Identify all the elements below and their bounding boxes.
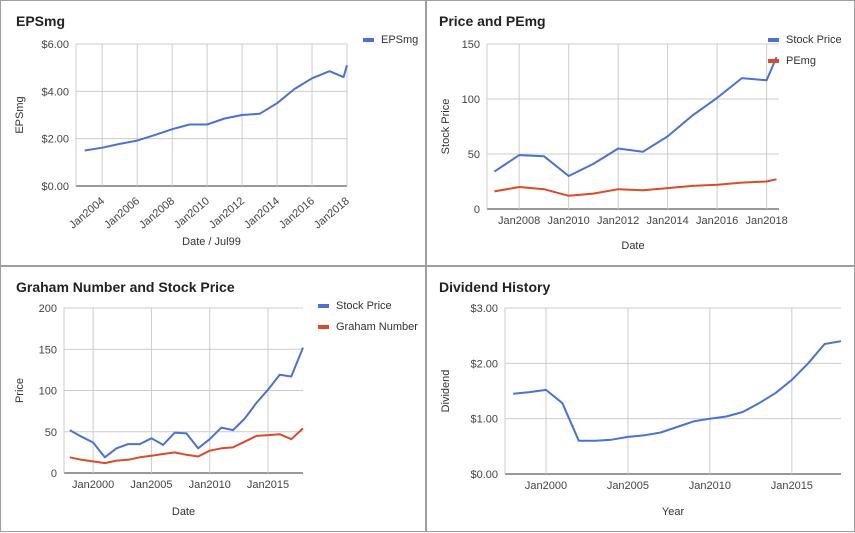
legend-label: Stock Price xyxy=(786,34,842,46)
chart-title: EPSmg xyxy=(16,13,65,29)
x-tick-label: Jan2018 xyxy=(312,195,352,231)
graham-chart: Graham Number and Stock Price 0 50 100 150 20… xyxy=(14,279,418,518)
y-tick-label: $3.00 xyxy=(470,303,498,315)
x-tick-label: Jan2012 xyxy=(207,195,247,231)
chart-title: Price and PEmg xyxy=(439,13,546,29)
x-tick-label: Jan2018 xyxy=(746,215,788,227)
epsmg-chart: EPSmg$0.00$2.00$4.00$6.00Jan2004Jan2006J… xyxy=(14,13,418,248)
x-tick-label: Jan2005 xyxy=(607,480,649,492)
y-tick-label: $4.00 xyxy=(41,86,69,98)
y-tick-label: 100 xyxy=(462,94,480,106)
series-line-0 xyxy=(493,56,778,177)
legend-swatch xyxy=(363,38,374,42)
y-tick-label: 0 xyxy=(474,204,480,216)
y-axis-label: EPSmg xyxy=(14,96,26,133)
x-tick-label: Jan2005 xyxy=(130,479,172,491)
x-tick-label: Jan2010 xyxy=(689,480,731,492)
x-tick-label: Jan2010 xyxy=(172,195,212,231)
chart-panel-dividend: Dividend History $0.00 $1.00 $2.00 $3.00 Jan2… xyxy=(426,266,855,532)
y-tick-label: 200 xyxy=(39,303,57,315)
x-tick-label: Jan2012 xyxy=(597,215,639,227)
legend-label: Graham Number xyxy=(336,321,418,333)
x-tick-label: Jan2016 xyxy=(277,195,317,231)
x-axis-label: Date / Jul99 xyxy=(182,236,241,248)
legend-swatch xyxy=(318,325,329,329)
chart-panel-price-pemg: Price and PEmg 0 50 100 150 Jan2008 Jan2010 Jan… xyxy=(426,0,855,266)
series-line-1 xyxy=(69,427,304,465)
y-tick-label: 150 xyxy=(462,39,480,51)
y-axis-label: Stock Price xyxy=(440,99,452,155)
x-axis-label: Date xyxy=(621,240,644,252)
x-axis-label: Date xyxy=(172,506,195,518)
series-line-0 xyxy=(69,347,304,459)
series-line-1 xyxy=(494,178,777,197)
chart-title: Dividend History xyxy=(439,279,550,295)
x-tick-label: Jan2000 xyxy=(525,480,567,492)
y-tick-label: 50 xyxy=(468,149,480,161)
y-tick-label: 100 xyxy=(39,386,57,398)
x-tick-label: Jan2015 xyxy=(771,480,813,492)
legend-label: PEmg xyxy=(786,55,816,67)
chart-title: Graham Number and Stock Price xyxy=(16,279,235,295)
chart-panel-epsmg: EPSmg $0.00 $2.00 $4.00 $6.00 Jan2004 Jan2006 J… xyxy=(0,0,426,266)
x-tick-label: Jan2014 xyxy=(242,195,282,231)
x-tick-label: Jan2008 xyxy=(137,195,177,231)
x-tick-label: Jan2006 xyxy=(102,195,142,231)
legend-swatch xyxy=(768,38,779,42)
price-pemg-chart: Price and PEmg 0 50 100 150 Jan2008 Jan2010 Jan… xyxy=(439,13,842,252)
dividend-chart: Dividend History $0.00 $1.00 $2.00 $3.00 Jan2… xyxy=(439,279,842,518)
legend-swatch xyxy=(318,304,329,308)
series-line-0 xyxy=(513,340,842,442)
y-tick-label: 50 xyxy=(45,427,57,439)
x-tick-label: Jan2014 xyxy=(647,215,689,227)
y-axis-label: Dividend xyxy=(440,370,452,413)
y-tick-label: $2.00 xyxy=(470,358,498,370)
x-tick-label: Jan2015 xyxy=(247,479,289,491)
x-tick-label: Jan2004 xyxy=(67,195,107,231)
y-tick-label: 150 xyxy=(39,344,57,356)
legend-label: Stock Price xyxy=(336,300,392,312)
x-tick-label: Jan2016 xyxy=(696,215,738,227)
x-tick-label: Jan2000 xyxy=(72,479,114,491)
y-tick-label: $0.00 xyxy=(470,469,498,481)
x-axis-label: Year xyxy=(662,506,685,518)
x-tick-label: Jan2008 xyxy=(498,215,540,227)
y-tick-label: 0 xyxy=(51,468,57,480)
x-tick-label: Jan2010 xyxy=(189,479,231,491)
y-tick-label: $6.00 xyxy=(41,39,69,51)
x-tick-label: Jan2010 xyxy=(548,215,590,227)
y-tick-label: $0.00 xyxy=(41,181,69,193)
chart-panel-graham: Graham Number and Stock Price 0 50 100 150 20… xyxy=(0,266,426,532)
series-line-0 xyxy=(84,65,348,152)
y-tick-label: $2.00 xyxy=(41,134,69,146)
y-tick-label: $1.00 xyxy=(470,414,498,426)
y-axis-label: Price xyxy=(14,378,26,403)
legend-swatch xyxy=(768,59,779,63)
legend-label: EPSmg xyxy=(381,34,418,46)
